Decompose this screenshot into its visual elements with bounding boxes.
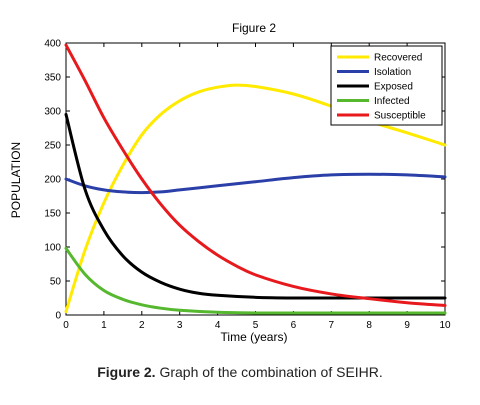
x-tick-label: 0 xyxy=(63,320,69,331)
figure-caption: Figure 2. Graph of the combination of SE… xyxy=(0,364,480,380)
x-axis-label: Time (years) xyxy=(221,330,288,344)
legend-label-infected: Infected xyxy=(374,96,410,107)
series-line-exposed xyxy=(64,112,447,300)
x-tick-label: 2 xyxy=(139,320,145,331)
caption-label: Figure 2. xyxy=(97,364,156,380)
legend-label-exposed: Exposed xyxy=(374,82,413,93)
legend-label-isolation: Isolation xyxy=(374,67,411,78)
x-tick-label: 10 xyxy=(439,320,451,331)
chart-title: Figure 2 xyxy=(232,21,276,35)
y-tick-label: 250 xyxy=(44,141,61,152)
y-tick-label: 150 xyxy=(44,209,61,220)
x-tick-label: 3 xyxy=(177,320,183,331)
seihr-line-chart: Figure 2 0 1 2 3 4 5 6 7 8 9 100501001502002503003… xyxy=(9,21,451,344)
y-tick-label: 50 xyxy=(50,277,62,288)
y-tick-label: 300 xyxy=(44,107,61,118)
y-tick-label: 0 xyxy=(55,311,61,322)
caption-text: Graph of the combination of SEIHR. xyxy=(155,364,383,380)
legend-label-susceptible: Susceptible xyxy=(374,111,426,122)
x-tick-label: 9 xyxy=(404,320,410,331)
y-tick-label: 200 xyxy=(44,175,61,186)
series-line-infected xyxy=(64,246,447,315)
x-tick-label: 5 xyxy=(253,320,259,331)
legend-label-recovered: Recovered xyxy=(374,53,422,64)
x-tick-label: 1 xyxy=(101,320,107,331)
x-tick-label: 4 xyxy=(215,320,221,331)
series-layer xyxy=(64,43,447,315)
y-tick-label: 350 xyxy=(44,73,61,84)
y-axis-label: POPULATION xyxy=(9,142,23,218)
x-tick-label: 7 xyxy=(329,320,335,331)
y-tick-label: 100 xyxy=(44,243,61,254)
series-line-isolation xyxy=(64,172,447,195)
y-tick-label: 400 xyxy=(44,39,61,50)
x-tick-label: 8 xyxy=(366,320,372,331)
x-tick-label: 6 xyxy=(291,320,297,331)
series-line-susceptible xyxy=(64,43,447,307)
chart-legend: Recovered Isolation Exposed Infected Suscept… xyxy=(330,45,443,126)
